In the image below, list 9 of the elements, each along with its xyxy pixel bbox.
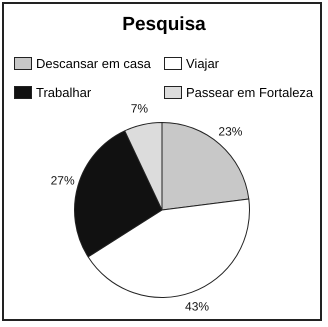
data-label: 27%	[50, 173, 75, 188]
legend-label: Viajar	[186, 56, 220, 71]
legend-label: Descansar em casa	[36, 56, 151, 71]
data-label: 7%	[130, 101, 148, 116]
chart-title: Pesquisa	[121, 14, 207, 36]
data-label: 23%	[218, 124, 243, 139]
legend-label: Passear em Fortaleza	[186, 85, 314, 100]
data-label: 43%	[185, 300, 210, 314]
legend-label: Trabalhar	[36, 85, 92, 100]
